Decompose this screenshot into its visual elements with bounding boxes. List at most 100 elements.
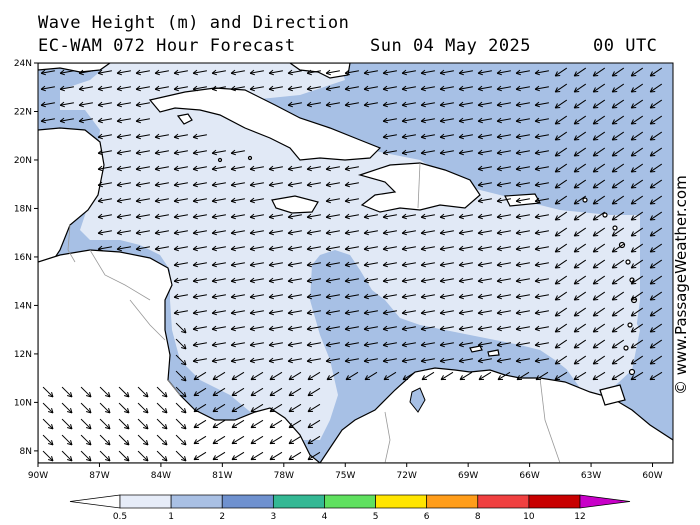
wave-arrow — [268, 277, 283, 284]
wave-arrow — [554, 275, 568, 285]
wave-arrow — [306, 101, 321, 108]
wave-arrow — [173, 181, 188, 188]
wave-arrow — [363, 261, 378, 268]
wave-arrow — [439, 309, 454, 316]
wave-arrow — [231, 435, 245, 445]
wave-arrow — [175, 370, 187, 382]
wave-arrow — [230, 357, 245, 364]
wave-arrow — [534, 149, 549, 156]
wave-arrow — [477, 165, 492, 172]
wave-arrow — [401, 341, 416, 348]
wave-arrow — [80, 402, 92, 414]
wave-arrow — [118, 450, 130, 462]
wave-arrow — [496, 245, 511, 252]
wave-arrow — [592, 339, 606, 349]
wave-arrow — [534, 341, 549, 348]
wave-arrow — [401, 325, 416, 332]
wave-arrow — [344, 213, 359, 220]
wave-arrow — [230, 165, 245, 172]
wave-arrow — [211, 85, 226, 92]
wave-arrow — [97, 245, 112, 252]
wave-arrow — [193, 403, 207, 413]
wave-arrow — [515, 357, 530, 364]
wave-arrow — [230, 149, 245, 156]
wave-arrow — [554, 211, 568, 221]
wave-arrow — [420, 357, 435, 364]
wave-arrow — [477, 213, 492, 220]
wave-arrow — [592, 307, 606, 317]
wave-arrow — [325, 101, 340, 108]
wave-arrow — [230, 325, 245, 332]
credit-text: © www.PassageWeather.com — [672, 175, 690, 395]
wave-arrow — [554, 259, 568, 269]
wave-arrow — [61, 418, 73, 430]
wave-arrow — [344, 261, 359, 268]
wave-arrow — [534, 229, 549, 236]
wave-arrow — [307, 451, 321, 461]
wave-arrow — [611, 243, 625, 253]
wave-arrow — [649, 211, 663, 221]
wave-arrow — [97, 85, 112, 92]
wave-arrow — [344, 229, 359, 236]
wave-arrow — [534, 357, 549, 364]
wave-arrow — [116, 101, 131, 108]
wave-arrow — [231, 371, 245, 381]
hispaniola — [357, 162, 481, 213]
wave-arrow — [363, 341, 378, 348]
wave-arrow — [249, 341, 264, 348]
wave-arrow — [573, 243, 587, 253]
wave-arrow — [306, 261, 321, 268]
wave-arrow — [592, 99, 606, 109]
wave-arrow — [154, 197, 169, 204]
wave-arrow — [249, 229, 264, 236]
wave-arrow — [515, 69, 530, 76]
wave-arrow — [116, 197, 131, 204]
wave-arrow — [573, 195, 587, 205]
wave-arrow — [230, 341, 245, 348]
wave-arrow — [477, 357, 492, 364]
wave-arrow — [212, 435, 226, 445]
wave-arrow — [554, 307, 568, 317]
wave-arrow — [325, 293, 340, 300]
wave-arrow — [477, 325, 492, 332]
wave-arrow — [344, 165, 359, 172]
wave-arrow — [630, 147, 644, 157]
wave-arrow — [573, 227, 587, 237]
wave-arrow — [592, 147, 606, 157]
wave-arrow — [458, 357, 473, 364]
wave-arrow — [116, 117, 131, 124]
wave-arrow — [325, 197, 340, 204]
lat-label: 14N — [14, 301, 32, 311]
wave-arrow — [382, 69, 397, 76]
wave-arrow — [249, 69, 264, 76]
wave-arrow — [554, 339, 568, 349]
latitude-labels: 24N 22N 20N 18N 16N 14N 12N 10N 8N — [14, 59, 38, 457]
wave-arrow — [42, 434, 54, 446]
wave-arrow — [287, 357, 302, 364]
wave-arrow — [363, 357, 378, 364]
wave-arrow — [97, 181, 112, 188]
longitude-labels: 90W 87W 84W 81W 78W 75W 72W 69W 66W 63W 60W — [28, 463, 663, 481]
wave-arrow — [230, 229, 245, 236]
wave-arrow — [630, 371, 644, 381]
legend-label: 5 — [373, 512, 379, 522]
wave-arrow — [268, 181, 283, 188]
wave-arrow — [192, 197, 207, 204]
wave-arrow — [611, 211, 625, 221]
wave-arrow — [458, 245, 473, 252]
wave-arrow — [382, 133, 397, 140]
wave-arrow — [230, 277, 245, 284]
wave-arrow — [439, 101, 454, 108]
wave-arrow — [458, 69, 473, 76]
wave-arrow — [649, 307, 663, 317]
wave-arrow — [173, 277, 188, 284]
wave-arrow — [592, 355, 606, 365]
wave-arrow — [193, 451, 207, 461]
wave-arrow — [496, 277, 511, 284]
wave-arrow — [630, 67, 644, 77]
wave-arrow — [496, 213, 511, 220]
wave-arrow — [401, 357, 416, 364]
wave-arrow — [135, 117, 150, 124]
wave-arrow — [592, 243, 606, 253]
wave-arrow — [554, 83, 568, 93]
